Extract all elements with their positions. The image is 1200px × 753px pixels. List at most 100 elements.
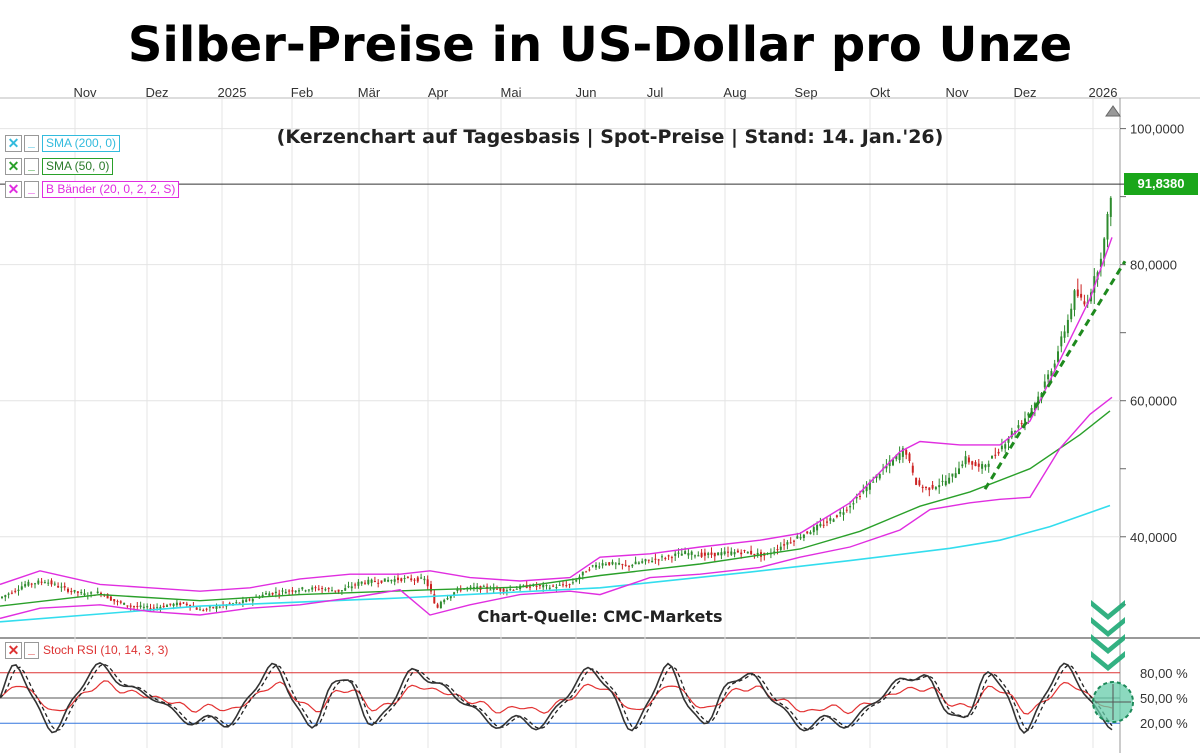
underscore-icon: _ [24, 181, 39, 198]
candle-body [951, 473, 954, 477]
candle-body [641, 561, 644, 563]
candle-body [862, 490, 865, 493]
candle-body [215, 606, 218, 609]
x-tick-label: Feb [291, 85, 313, 100]
candle-body [941, 480, 944, 482]
y-tick-label: 40,0000 [1130, 530, 1177, 545]
x-tick-label: Jul [647, 85, 664, 100]
close-icon[interactable]: ✕ [5, 642, 22, 659]
legend-sma200[interactable]: ✕ _ SMA (200, 0) [5, 135, 121, 152]
indicator-lines [0, 237, 1127, 623]
candle-body [631, 564, 634, 567]
candle-body [30, 583, 33, 585]
candle-body [380, 580, 383, 583]
candle-body [661, 556, 663, 558]
candle-body [360, 581, 363, 584]
candle-body [1007, 438, 1010, 443]
candle-body [892, 459, 894, 466]
candle-body [80, 592, 83, 594]
candle-body [743, 550, 746, 552]
candle-body [1063, 331, 1066, 338]
candle-body [232, 603, 234, 605]
candle-body [680, 553, 683, 556]
candle-body [159, 606, 162, 609]
x-tick-label: Apr [428, 85, 449, 100]
legend-bb[interactable]: ✕ _ B Bänder (20, 0, 2, 2, S) [5, 181, 180, 198]
candle-body [53, 583, 56, 585]
candle-body [364, 582, 366, 584]
candle-body [354, 584, 357, 586]
candle-body [291, 590, 294, 592]
candle-body [271, 592, 274, 595]
candle-body [169, 603, 172, 605]
candle-body [387, 579, 390, 582]
candle-body [406, 577, 409, 579]
candle-body [410, 578, 413, 581]
candle-body [878, 474, 881, 479]
candle-body [717, 552, 720, 556]
candle-body [265, 593, 267, 595]
candle-body [1093, 276, 1096, 293]
candle-body [938, 485, 941, 488]
candle-body [826, 521, 828, 523]
candle-body [931, 484, 934, 489]
candle-body [116, 601, 119, 603]
candle-body [868, 481, 871, 490]
x-axis: Nov Dez 2025 Feb Mär Apr Mai Jun Jul Aug Sep Okt Nov… [73, 85, 1117, 100]
candle-body [172, 603, 175, 606]
legend-sma50[interactable]: ✕ _ SMA (50, 0) [5, 158, 114, 175]
candle-body [96, 591, 99, 594]
bollinger-lower-line [0, 396, 1113, 620]
candle-body [1109, 197, 1112, 217]
candle-body [274, 591, 277, 594]
candle-body [337, 589, 340, 592]
close-icon[interactable]: ✕ [5, 181, 22, 198]
candle-body [1103, 238, 1106, 259]
candle-body [1066, 319, 1069, 334]
candle-body [987, 463, 990, 467]
candle-body [948, 477, 951, 484]
candle-body [370, 579, 373, 583]
close-icon[interactable]: ✕ [5, 135, 22, 152]
candle-body [166, 605, 168, 607]
candle-body [436, 604, 439, 608]
candle-body [819, 523, 822, 527]
candle-body [697, 555, 700, 557]
candle-body [1047, 374, 1050, 380]
candle-body [261, 594, 264, 597]
chart-source: Chart-Quelle: CMC-Markets [477, 607, 723, 626]
x-tick-label: 2026 [1089, 85, 1118, 100]
close-icon[interactable]: ✕ [5, 158, 22, 175]
candle-body [799, 537, 802, 539]
candle-body [961, 464, 964, 467]
candle-body [786, 542, 789, 545]
candle-body [575, 580, 578, 582]
candle-body [958, 468, 960, 475]
candle-body [756, 552, 759, 555]
candle-body [443, 599, 446, 603]
candle-body [984, 464, 987, 468]
legend-stoch-rsi[interactable]: ✕ _ Stoch RSI (10, 14, 3, 3) [5, 642, 169, 659]
candle-body [667, 555, 670, 557]
candle-body [707, 553, 710, 555]
candle-body [928, 487, 931, 491]
candle-body [1099, 258, 1102, 267]
candle-body [390, 579, 393, 582]
candle-body [611, 561, 614, 565]
candle-body [208, 606, 211, 608]
candle-body [657, 559, 660, 561]
rsi-tick-label: 20,00 % [1140, 716, 1188, 731]
candle-body [311, 587, 314, 590]
candle-body [581, 571, 584, 576]
candle-body [1043, 381, 1046, 388]
candle-body [720, 552, 723, 556]
candle-body [1050, 371, 1053, 377]
candle-body [796, 536, 799, 539]
candle-body [562, 584, 564, 586]
candle-body [17, 589, 20, 592]
candle-body [476, 586, 479, 589]
candle-body [872, 481, 875, 483]
candle-body [921, 486, 924, 489]
candle-body [420, 577, 423, 579]
